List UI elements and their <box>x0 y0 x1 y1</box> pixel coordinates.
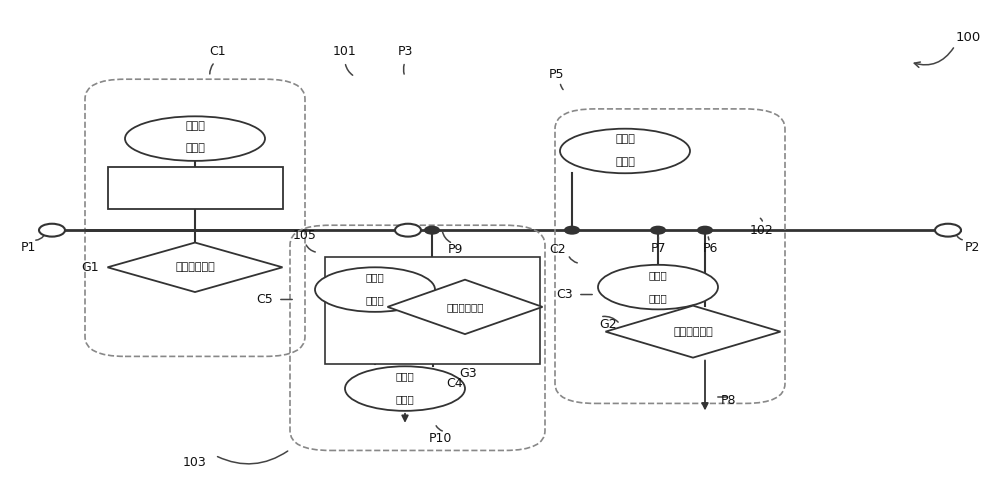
Text: G2: G2 <box>599 318 617 331</box>
Text: P2: P2 <box>964 241 980 254</box>
Text: 105: 105 <box>293 229 317 242</box>
Circle shape <box>395 224 421 237</box>
Text: C3: C3 <box>557 288 573 301</box>
Polygon shape <box>388 280 542 334</box>
Text: 性结构: 性结构 <box>649 293 667 303</box>
Polygon shape <box>108 243 283 292</box>
Bar <box>325 257 540 364</box>
Text: 100: 100 <box>955 31 981 44</box>
Text: P10: P10 <box>428 432 452 445</box>
Text: P7: P7 <box>650 242 666 255</box>
Circle shape <box>39 224 65 237</box>
Text: 性结构: 性结构 <box>185 144 205 153</box>
Text: G3: G3 <box>459 367 477 380</box>
Circle shape <box>698 227 712 234</box>
Text: 第五容: 第五容 <box>366 272 384 282</box>
Text: P6: P6 <box>702 242 718 255</box>
Circle shape <box>425 227 439 234</box>
Text: P5: P5 <box>548 68 564 81</box>
Text: C2: C2 <box>550 244 566 256</box>
Text: 103: 103 <box>183 456 207 469</box>
Text: 性结构: 性结构 <box>396 395 414 404</box>
Text: C1: C1 <box>210 46 226 58</box>
Text: 第二感性结构: 第二感性结构 <box>673 327 713 337</box>
Text: P1: P1 <box>20 241 36 254</box>
Text: 101: 101 <box>333 46 357 58</box>
Circle shape <box>935 224 961 237</box>
Circle shape <box>565 227 579 234</box>
Text: 第一容: 第一容 <box>185 121 205 131</box>
Ellipse shape <box>315 267 435 312</box>
Text: C5: C5 <box>257 293 273 306</box>
Ellipse shape <box>345 366 465 411</box>
Text: 第四容: 第四容 <box>396 371 414 381</box>
Polygon shape <box>605 305 780 357</box>
Text: P3: P3 <box>397 46 413 58</box>
Text: 第三容: 第三容 <box>649 270 667 280</box>
Ellipse shape <box>125 116 265 161</box>
Text: 性结构: 性结构 <box>366 296 384 305</box>
Text: P9: P9 <box>447 244 463 256</box>
Ellipse shape <box>560 129 690 173</box>
Text: G1: G1 <box>81 261 99 274</box>
Text: P8: P8 <box>720 395 736 407</box>
Text: 102: 102 <box>750 224 774 237</box>
Bar <box>108 167 283 209</box>
Text: 第三感性结构: 第三感性结构 <box>446 302 484 312</box>
Text: C4: C4 <box>447 377 463 390</box>
Text: 性结构: 性结构 <box>615 157 635 167</box>
Circle shape <box>651 227 665 234</box>
Text: 第二容: 第二容 <box>615 134 635 144</box>
Ellipse shape <box>598 265 718 309</box>
Text: 第一感性结构: 第一感性结构 <box>175 262 215 272</box>
